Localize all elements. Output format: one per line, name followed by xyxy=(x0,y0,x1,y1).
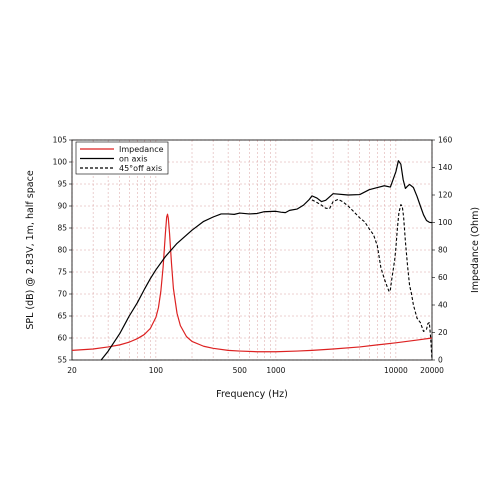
x-tick-label: 20000 xyxy=(420,366,444,375)
x-axis-label: Frequency (Hz) xyxy=(216,389,288,400)
series-line-1 xyxy=(100,160,433,361)
x-tick-label: 100 xyxy=(149,366,164,375)
left-tick-label: 70 xyxy=(57,290,67,299)
x-tick-label: 10000 xyxy=(384,366,408,375)
y2-axis-label: Impedance (Ohm) xyxy=(470,207,481,293)
left-tick-label: 105 xyxy=(53,136,68,145)
left-axis-ticks: 55 60 65 70 75 80 85 90 95 100 105 xyxy=(53,136,72,365)
left-tick-label: 90 xyxy=(57,202,67,211)
x-tick-label: 1000 xyxy=(266,366,285,375)
right-tick-label: 20 xyxy=(438,328,448,337)
left-tick-label: 85 xyxy=(57,224,67,233)
right-tick-label: 100 xyxy=(438,218,453,227)
left-tick-label: 65 xyxy=(57,312,67,321)
right-tick-label: 140 xyxy=(438,163,453,172)
legend-label: 45°off axis xyxy=(119,164,162,173)
right-tick-label: 120 xyxy=(438,191,453,200)
right-tick-label: 80 xyxy=(438,246,448,255)
y-axis-label: SPL (dB) @ 2.83V, 1m, half space xyxy=(25,170,36,329)
left-tick-label: 80 xyxy=(57,246,67,255)
left-tick-label: 95 xyxy=(57,180,67,189)
right-tick-label: 160 xyxy=(438,136,453,145)
legend-label: on axis xyxy=(119,154,148,163)
x-axis-ticks: 20 100 500 1000 10000 20000 xyxy=(67,366,444,375)
left-tick-label: 55 xyxy=(57,356,67,365)
legend-label: Impedance xyxy=(119,145,164,154)
series-lines xyxy=(71,160,433,361)
left-tick-label: 60 xyxy=(57,334,67,343)
left-tick-label: 75 xyxy=(57,268,67,277)
x-tick-label: 20 xyxy=(67,366,77,375)
left-tick-label: 100 xyxy=(53,158,68,167)
right-tick-label: 40 xyxy=(438,301,448,310)
x-tick-label: 500 xyxy=(233,366,248,375)
series-line-0 xyxy=(71,213,433,353)
series-line-2 xyxy=(311,198,433,361)
right-tick-label: 60 xyxy=(438,273,448,282)
right-tick-label: 0 xyxy=(438,356,443,365)
right-axis-ticks: 0 20 40 60 80 100 120 140 160 xyxy=(432,136,453,365)
